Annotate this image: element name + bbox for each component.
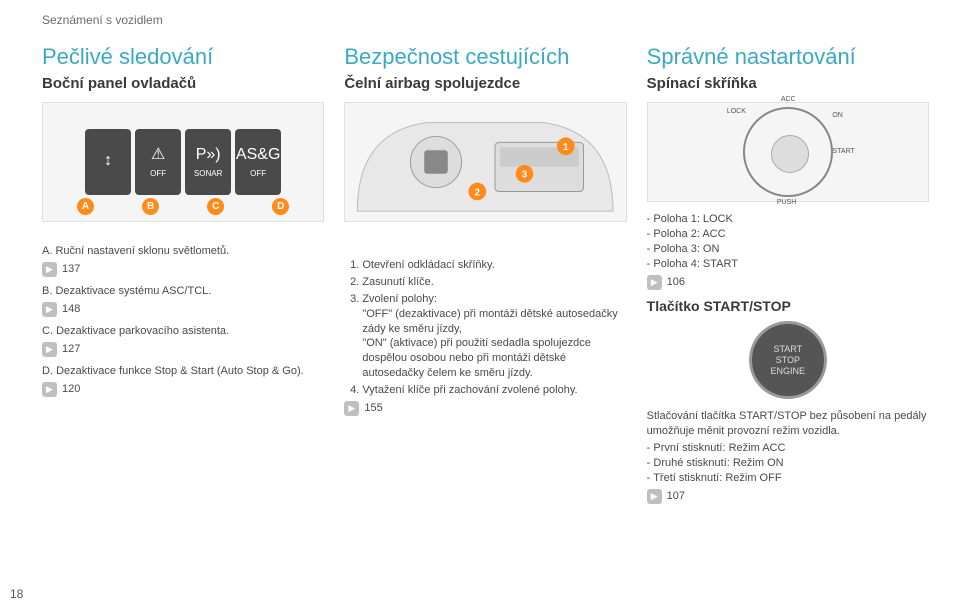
ign-push: PUSH — [777, 198, 796, 207]
airbag-steps: Otevření odkládací skříňky. Zasunutí klí… — [344, 258, 626, 416]
def-d-text: Dezaktivace funkce Stop & Start (Auto St… — [56, 365, 304, 377]
step-1: Otevření odkládací skříňky. — [362, 258, 626, 273]
ref-d-num: 120 — [62, 382, 80, 397]
def-b-text: Dezaktivace systému ASC/TCL. — [55, 285, 211, 297]
ref-b-num: 148 — [62, 302, 80, 317]
badge-b: B — [142, 198, 159, 215]
ign-start: START — [833, 147, 855, 156]
ignition-illustration: LOCK ACC ON START PUSH — [647, 102, 929, 202]
col3-title: Správné nastartování — [647, 42, 929, 72]
switch-panel-illustration: ↕ ⚠ OFF P») SONAR AS&G OFF A B — [42, 102, 324, 222]
pos-1: Poloha 1: LOCK — [659, 212, 929, 227]
ref-airbag-num: 155 — [364, 401, 382, 416]
mode-3: Třetí stisknutí: Režim OFF — [659, 471, 929, 486]
ref-icon: ▶ — [647, 489, 662, 504]
btn-l2: STOP — [776, 355, 800, 366]
step-4: Vytažení klíče při zachování zvolené pol… — [362, 383, 626, 398]
col1-subtitle: Boční panel ovladačů — [42, 74, 324, 94]
ref-ignition: ▶ 106 — [647, 275, 929, 290]
badge-d: D — [272, 198, 289, 215]
headlamp-level-icon: ↕ — [104, 150, 112, 172]
mode-2: Druhé stisknutí: Režim ON — [659, 456, 929, 471]
ref-d: ▶ 120 — [42, 382, 324, 397]
sonar-icon: P») — [196, 144, 221, 166]
ignition-positions: Poloha 1: LOCK Poloha 2: ACC Poloha 3: O… — [647, 212, 929, 271]
ref-airbag: ▶ 155 — [344, 401, 626, 416]
column-safety: Bezpečnost cestujících Čelní airbag spol… — [344, 42, 626, 510]
step-2: Zasunutí klíče. — [362, 275, 626, 290]
badge-c: C — [207, 198, 224, 215]
ign-on: ON — [832, 111, 843, 120]
main-columns: Pečlivé sledování Boční panel ovladačů ↕… — [42, 42, 929, 510]
svg-text:2: 2 — [475, 188, 481, 199]
start-stop-button-illustration: START STOP ENGINE — [749, 321, 827, 399]
ref-a-num: 137 — [62, 262, 80, 277]
switch-d: AS&G OFF — [235, 129, 281, 195]
ref-startstop: ▶ 107 — [647, 489, 929, 504]
ref-a: ▶ 137 — [42, 262, 324, 277]
def-d-letter: D. — [42, 365, 53, 377]
switch-a: ↕ — [85, 129, 131, 195]
ref-icon: ▶ — [42, 382, 57, 397]
start-stop-modes: První stisknutí: Režim ACC Druhé stisknu… — [647, 441, 929, 486]
ref-ign-num: 106 — [667, 275, 685, 290]
def-b-letter: B. — [42, 285, 52, 297]
def-a-text: Ruční nastavení sklonu světlometů. — [55, 245, 229, 257]
ref-ss-num: 107 — [667, 489, 685, 504]
col2-subtitle: Čelní airbag spolujezdce — [344, 74, 626, 94]
btn-l1: START — [773, 344, 802, 355]
ref-b: ▶ 148 — [42, 302, 324, 317]
ign-lock: LOCK — [727, 107, 746, 116]
start-stop-section: Tlačítko START/STOP START STOP ENGINE St… — [647, 297, 929, 504]
ignition-ring: LOCK ACC ON START PUSH — [743, 107, 833, 197]
pos-2: Poloha 2: ACC — [659, 227, 929, 242]
start-stop-title: Tlačítko START/STOP — [647, 297, 929, 316]
svg-text:1: 1 — [563, 142, 569, 153]
switch-d-label: OFF — [250, 169, 266, 180]
def-c-letter: C. — [42, 325, 53, 337]
ign-acc: ACC — [781, 95, 796, 104]
ref-icon: ▶ — [42, 342, 57, 357]
asg-off-icon: AS&G — [236, 144, 280, 166]
switch-c: P») SONAR — [185, 129, 231, 195]
column-starting: Správné nastartování Spínací skříňka LOC… — [647, 42, 929, 510]
col1-title: Pečlivé sledování — [42, 42, 324, 72]
dashboard-svg: 2 3 1 — [345, 103, 625, 221]
btn-l3: ENGINE — [771, 366, 806, 377]
pos-3: Poloha 3: ON — [659, 242, 929, 257]
asc-off-icon: ⚠ — [151, 144, 165, 166]
ref-icon: ▶ — [42, 302, 57, 317]
step-3: Zvolení polohy: "OFF" (dezaktivace) při … — [362, 292, 626, 381]
column-monitoring: Pečlivé sledování Boční panel ovladačů ↕… — [42, 42, 324, 510]
start-stop-text: Stlačování tlačítka START/STOP bez působ… — [647, 409, 929, 439]
ref-c: ▶ 127 — [42, 342, 324, 357]
ref-c-num: 127 — [62, 342, 80, 357]
pos-4: Poloha 4: START — [659, 257, 929, 272]
switch-definitions: A. Ruční nastavení sklonu světlometů. ▶ 1… — [42, 244, 324, 396]
section-breadcrumb: Seznámení s vozidlem — [42, 12, 929, 28]
col3-subtitle: Spínací skříňka — [647, 74, 929, 94]
mode-1: První stisknutí: Režim ACC — [659, 441, 929, 456]
dashboard-illustration: 2 3 1 — [344, 102, 626, 222]
ref-icon: ▶ — [344, 401, 359, 416]
badge-a: A — [77, 198, 94, 215]
ref-icon: ▶ — [647, 275, 662, 290]
svg-text:3: 3 — [522, 170, 528, 181]
col2-title: Bezpečnost cestujících — [344, 42, 626, 72]
ref-icon: ▶ — [42, 262, 57, 277]
def-c-text: Dezaktivace parkovacího asistenta. — [56, 325, 229, 337]
switch-b-label: OFF — [150, 169, 166, 180]
switch-c-label: SONAR — [194, 169, 222, 180]
switch-b: ⚠ OFF — [135, 129, 181, 195]
def-a-letter: A. — [42, 245, 52, 257]
page-number: 18 — [10, 586, 23, 602]
